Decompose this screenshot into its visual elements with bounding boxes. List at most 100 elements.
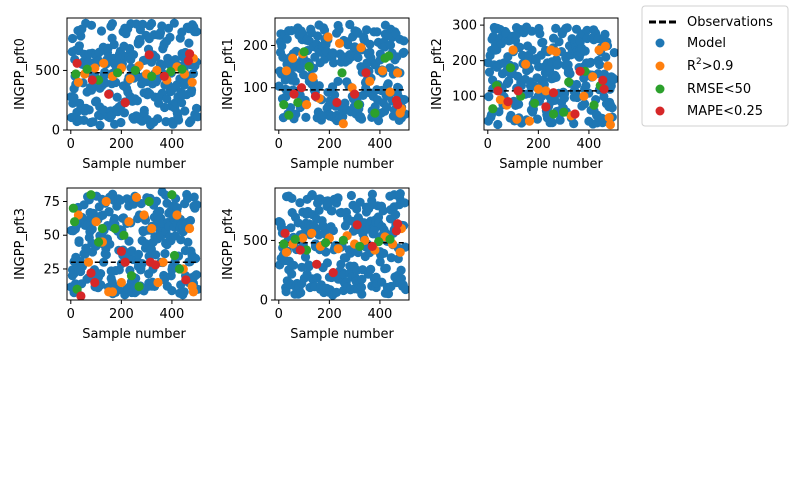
mape-point (393, 219, 403, 229)
model-point (569, 119, 579, 129)
r2-point (124, 217, 134, 227)
model-point (400, 198, 409, 208)
model-point (367, 189, 377, 199)
rmse-point (86, 190, 96, 200)
mape-point (183, 56, 193, 66)
rmse-point (130, 65, 140, 75)
model-point (105, 239, 115, 249)
model-point (137, 259, 147, 269)
y-tick-label: 200 (243, 39, 268, 54)
r2-point (508, 45, 518, 55)
axes-frame (66, 187, 202, 301)
model-point (76, 31, 86, 41)
model-point (287, 269, 297, 279)
mape-point (296, 83, 307, 93)
mape-point (280, 228, 290, 238)
x-tick-label: 0 (67, 137, 75, 152)
x-axis-label: Sample number (82, 157, 186, 172)
model-point (484, 92, 494, 102)
rmse-point (71, 69, 81, 79)
rmse-point (119, 230, 129, 240)
r2-point (333, 244, 343, 254)
x-tick-label: 0 (484, 137, 492, 152)
model-point (191, 270, 201, 280)
model-point (290, 76, 300, 86)
model-point (278, 52, 288, 62)
r2-point (131, 192, 142, 202)
mape-point (310, 91, 321, 101)
rmse-point (166, 67, 176, 77)
model-point (151, 250, 161, 260)
mape-point (295, 245, 305, 255)
r2-point (541, 86, 551, 96)
y-tick-label: 50 (43, 229, 60, 244)
rmse-point (384, 51, 394, 61)
model-point (74, 41, 84, 51)
model-point (599, 91, 609, 102)
model-point (527, 26, 537, 36)
model-point (322, 258, 332, 268)
model-point (147, 18, 157, 29)
model-point (162, 94, 172, 104)
r2-point (107, 287, 118, 297)
r2-point (588, 72, 598, 82)
mape-point (332, 97, 342, 108)
model-point (107, 19, 117, 29)
r2-point (579, 91, 589, 101)
model-point (328, 225, 338, 236)
rmse-point (385, 234, 395, 244)
rmse-point (488, 104, 498, 114)
y-tick-label: 300 (452, 19, 477, 34)
model-point (96, 26, 107, 36)
rmse-point (110, 223, 120, 234)
model-point (289, 260, 299, 270)
rmse-point (374, 237, 384, 247)
plot-area (275, 189, 409, 300)
model-point (191, 27, 201, 37)
legend-r2-main: R (687, 59, 696, 74)
model-point (167, 286, 177, 296)
r2-point (533, 84, 544, 94)
model-point (393, 83, 404, 93)
model-point (581, 81, 591, 91)
r2-point (395, 247, 405, 257)
r2-point (385, 87, 395, 97)
model-point (547, 118, 557, 128)
mape-point (548, 88, 559, 98)
model-point (365, 39, 375, 49)
mape-point (328, 268, 338, 278)
r2-point (153, 277, 163, 288)
rmse-point (167, 190, 177, 200)
mape-point (181, 275, 191, 285)
y-tick-label: 0 (260, 294, 268, 309)
r2-point (600, 41, 611, 52)
panel-3: 0 200 400 25 50 75 Sample number INGPP_pft3 (13, 187, 202, 342)
r2-point (524, 116, 535, 126)
model-point (88, 117, 98, 127)
legend-r2-label: R2>0.9 (687, 57, 733, 74)
model-point (372, 27, 382, 37)
r2-point (338, 119, 348, 129)
rmse-point (302, 245, 312, 255)
r2-point (125, 74, 135, 84)
model-point (551, 72, 561, 82)
model-point (356, 282, 367, 292)
legend-frame (641, 5, 789, 127)
legend: Observations Model R2>0.9 RMSE<50 MAPE<0… (641, 5, 789, 127)
plot-area (484, 22, 618, 130)
model-point (83, 57, 94, 67)
mape-point (104, 89, 114, 99)
legend-mape-swatch (655, 106, 665, 116)
r2-point (323, 32, 333, 42)
rmse-point (126, 271, 137, 281)
model-point (399, 47, 409, 58)
model-point (286, 223, 296, 233)
r2-point (512, 114, 522, 124)
r2-point (91, 217, 101, 227)
rmse-point (68, 203, 78, 213)
model-point (179, 287, 189, 297)
axes-frame (66, 17, 202, 131)
r2-point (495, 95, 505, 105)
mape-point (159, 71, 169, 81)
